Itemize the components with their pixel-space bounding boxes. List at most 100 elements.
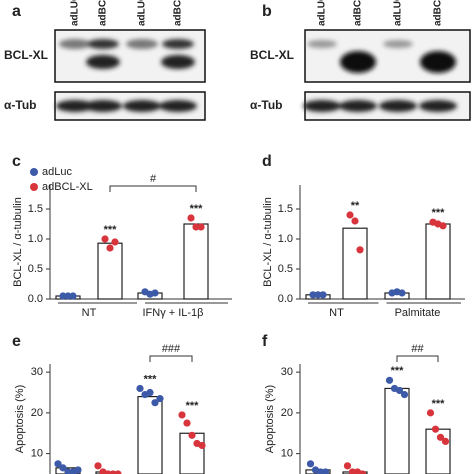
- significance-label: ***: [391, 365, 405, 377]
- data-point: [188, 431, 196, 439]
- bracket: [149, 355, 193, 362]
- band: [420, 51, 456, 73]
- lane-label: adBCL: [173, 0, 184, 26]
- data-point: [192, 223, 200, 231]
- blot-bands: [303, 100, 457, 112]
- legend-label: adBCL-XL: [42, 181, 93, 193]
- y-tick-label: 0.5: [278, 263, 293, 275]
- row-label: BCL-XL: [4, 48, 48, 62]
- data-point: [59, 464, 67, 472]
- lane-label: adLUC: [70, 0, 81, 26]
- bracket-label: ##: [411, 343, 424, 355]
- data-point: [431, 425, 440, 433]
- band: [303, 100, 341, 112]
- significance-label: **: [351, 200, 360, 212]
- panel-label: c: [12, 153, 21, 170]
- band: [307, 40, 337, 48]
- y-tick-label: 30: [281, 366, 293, 378]
- legend-marker: [30, 168, 38, 176]
- significance-label: ***: [432, 398, 446, 410]
- bracket: [109, 185, 197, 192]
- band: [84, 100, 122, 112]
- y-tick-label: 0.5: [28, 263, 43, 275]
- data-point: [178, 411, 186, 419]
- significance-label: ***: [144, 373, 158, 385]
- lane-label: adLUC: [137, 0, 148, 26]
- data-point: [101, 235, 109, 243]
- y-tick-label: 10: [31, 448, 43, 460]
- band: [419, 100, 457, 112]
- data-point: [343, 462, 352, 470]
- band: [123, 100, 161, 112]
- band: [87, 39, 119, 49]
- bar: [179, 432, 205, 474]
- band: [162, 39, 194, 49]
- y-axis-label: BCL-XL / α-tubulin: [12, 197, 24, 287]
- data-point: [197, 223, 205, 231]
- significance-label: ***: [190, 203, 204, 215]
- data-point: [395, 386, 404, 395]
- data-point: [351, 217, 359, 225]
- legend-marker: [30, 183, 38, 191]
- data-point: [319, 291, 327, 299]
- blot-bands: [56, 100, 197, 112]
- x-tick-label: Palmitate: [395, 307, 441, 319]
- y-axis-label: Apoptosis (%): [14, 385, 26, 453]
- y-tick-label: 1.5: [28, 203, 43, 215]
- blot-bands: [307, 40, 456, 73]
- significance-label: ***: [104, 224, 118, 236]
- data-point: [74, 466, 82, 474]
- bar: [425, 223, 451, 300]
- data-point: [111, 238, 119, 246]
- data-point: [398, 289, 406, 297]
- band: [56, 100, 94, 112]
- bracket-label: #: [150, 173, 157, 185]
- bar: [384, 387, 410, 474]
- band: [126, 39, 158, 49]
- data-point: [114, 470, 122, 474]
- band: [59, 39, 91, 49]
- data-point: [356, 246, 364, 254]
- x-tick-label: NT: [82, 307, 97, 319]
- y-tick-label: 1.0: [28, 233, 43, 245]
- panel-label: d: [262, 153, 272, 170]
- row-label: α-Tub: [4, 98, 36, 112]
- band: [383, 40, 413, 48]
- data-point: [426, 409, 435, 417]
- blot-bands: [59, 39, 195, 69]
- bar: [183, 223, 209, 300]
- band: [86, 55, 120, 69]
- bracket-label: ###: [162, 343, 181, 355]
- bar: [137, 395, 163, 474]
- data-point: [400, 390, 409, 399]
- data-point: [187, 214, 195, 222]
- band: [161, 55, 195, 69]
- data-point: [436, 433, 445, 441]
- data-point: [146, 388, 154, 397]
- band: [159, 100, 197, 112]
- y-axis-label: Apoptosis (%): [264, 385, 276, 453]
- y-tick-label: 1.0: [278, 233, 293, 245]
- lane-label: adBCL: [433, 0, 444, 26]
- data-point: [198, 441, 206, 450]
- data-point: [439, 222, 447, 230]
- data-point: [314, 291, 322, 299]
- data-point: [136, 384, 144, 393]
- data-point: [64, 292, 72, 300]
- data-point: [358, 470, 367, 474]
- bar: [342, 227, 368, 300]
- y-tick-label: 0.0: [28, 293, 43, 305]
- data-point: [151, 399, 159, 407]
- data-point: [156, 395, 164, 403]
- lane-label: adBCL: [98, 0, 109, 26]
- significance-label: ***: [186, 400, 200, 412]
- band: [379, 100, 417, 112]
- data-point: [321, 468, 330, 474]
- data-point: [106, 244, 114, 252]
- panel-label: b: [262, 3, 272, 20]
- data-point: [151, 289, 159, 297]
- row-label: α-Tub: [250, 98, 282, 112]
- y-axis-label: BCL-XL / α-tubulin: [262, 197, 274, 287]
- x-tick-label: IFNγ + IL-1β: [142, 307, 203, 319]
